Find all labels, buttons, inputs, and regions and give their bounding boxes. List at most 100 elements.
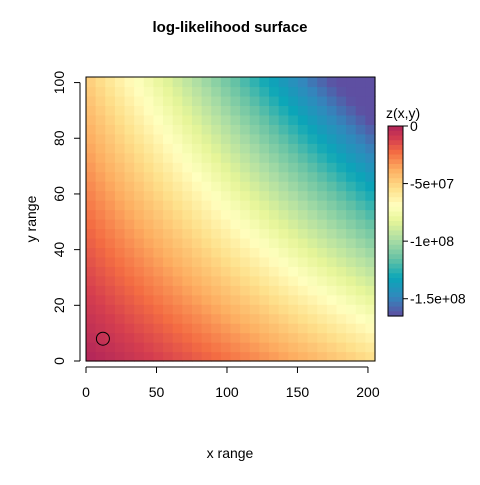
heatmap-cell — [172, 332, 183, 343]
heatmap-cell — [297, 351, 309, 362]
heatmap-cell — [105, 171, 116, 182]
heatmap-cell — [269, 200, 280, 211]
heatmap-cell — [365, 209, 376, 220]
heatmap-cell — [211, 209, 222, 220]
heatmap-cell — [191, 105, 203, 116]
heatmap-cell — [307, 95, 318, 106]
heatmap-cell — [95, 171, 106, 182]
heatmap-cell — [336, 219, 347, 230]
heatmap-cell — [95, 304, 106, 315]
heatmap-cell — [317, 152, 328, 163]
heatmap-cell — [249, 181, 260, 192]
heatmap-cell — [134, 342, 145, 353]
heatmap-cell — [124, 77, 135, 88]
heatmap-cell — [240, 209, 251, 220]
heatmap-cell — [211, 190, 222, 201]
y-tick-label: 20 — [51, 297, 67, 313]
heatmap-cell — [143, 247, 155, 258]
heatmap-cell — [336, 124, 347, 135]
heatmap-cell — [105, 313, 116, 324]
colorbar-cell — [388, 301, 403, 308]
heatmap-cell — [114, 323, 126, 334]
heatmap-cell — [326, 275, 338, 286]
heatmap-cell — [297, 323, 309, 334]
heatmap-cell — [86, 351, 97, 362]
heatmap-cell — [307, 294, 318, 305]
heatmap-cell — [201, 228, 212, 239]
heatmap-cell — [153, 95, 164, 106]
heatmap-cell — [346, 124, 357, 135]
heatmap-cell — [124, 294, 135, 305]
heatmap-cell — [240, 304, 251, 315]
heatmap-cell — [182, 124, 193, 135]
heatmap-cell — [86, 228, 97, 239]
heatmap-cell — [269, 86, 280, 97]
heatmap-cell — [240, 190, 251, 201]
heatmap-cell — [211, 171, 222, 182]
heatmap-cell — [201, 181, 212, 192]
heatmap-cell — [143, 351, 155, 362]
heatmap-cell — [143, 114, 155, 125]
heatmap-cell — [259, 162, 270, 173]
heatmap-cell — [114, 190, 126, 201]
heatmap-cell — [95, 228, 106, 239]
heatmap-cell — [163, 294, 174, 305]
heatmap-cell — [288, 133, 299, 144]
heatmap-cell — [191, 351, 203, 362]
heatmap-cell — [220, 304, 232, 315]
heatmap-cell — [220, 247, 232, 258]
heatmap-cell — [105, 181, 116, 192]
heatmap-cell — [191, 294, 203, 305]
heatmap-cell — [114, 342, 126, 353]
heatmap-cell — [182, 77, 193, 88]
heatmap-cell — [249, 143, 260, 154]
heatmap-cell — [134, 332, 145, 343]
heatmap-cell — [86, 266, 97, 277]
heatmap-cell — [365, 133, 376, 144]
heatmap-cell — [211, 323, 222, 334]
heatmap-cell — [201, 114, 212, 125]
heatmap-cell — [240, 181, 251, 192]
heatmap-cell — [105, 342, 116, 353]
heatmap-cell — [220, 228, 232, 239]
heatmap-cell — [163, 162, 174, 173]
heatmap-cell — [326, 228, 338, 239]
heatmap-cell — [182, 237, 193, 248]
heatmap-cell — [230, 266, 241, 277]
heatmap-cell — [220, 342, 232, 353]
heatmap-cell — [297, 77, 309, 88]
heatmap-cell — [278, 152, 289, 163]
heatmap-cell — [211, 105, 222, 116]
colorbar-cell — [388, 192, 403, 198]
heatmap-cell — [95, 143, 106, 154]
heatmap-cell — [249, 124, 260, 135]
colorbar-cell — [388, 259, 403, 265]
heatmap-cell — [143, 332, 155, 343]
heatmap-cell — [269, 266, 280, 277]
heatmap-cell — [143, 209, 155, 220]
heatmap-cell — [269, 77, 280, 88]
heatmap-cell — [288, 200, 299, 211]
heatmap-cell — [134, 323, 145, 334]
heatmap-cell — [191, 133, 203, 144]
heatmap-cell — [249, 266, 260, 277]
heatmap-cell — [86, 152, 97, 163]
heatmap-cell — [336, 228, 347, 239]
colorbar-cell — [388, 292, 403, 298]
heatmap-cell — [191, 124, 203, 135]
heatmap-cell — [249, 332, 260, 343]
y-axis: 0 20 40 60 80 100 — [51, 71, 81, 365]
heatmap-cell — [191, 200, 203, 211]
heatmap-cell — [191, 181, 203, 192]
heatmap-cell — [95, 342, 106, 353]
heatmap-cell — [288, 181, 299, 192]
heatmap-cell — [220, 95, 232, 106]
heatmap-cell — [105, 114, 116, 125]
heatmap-cell — [307, 342, 318, 353]
heatmap-cell — [211, 294, 222, 305]
heatmap-cell — [153, 313, 164, 324]
heatmap-cell — [86, 219, 97, 230]
x-tick-label: 200 — [356, 384, 380, 400]
heatmap-cell — [346, 181, 357, 192]
